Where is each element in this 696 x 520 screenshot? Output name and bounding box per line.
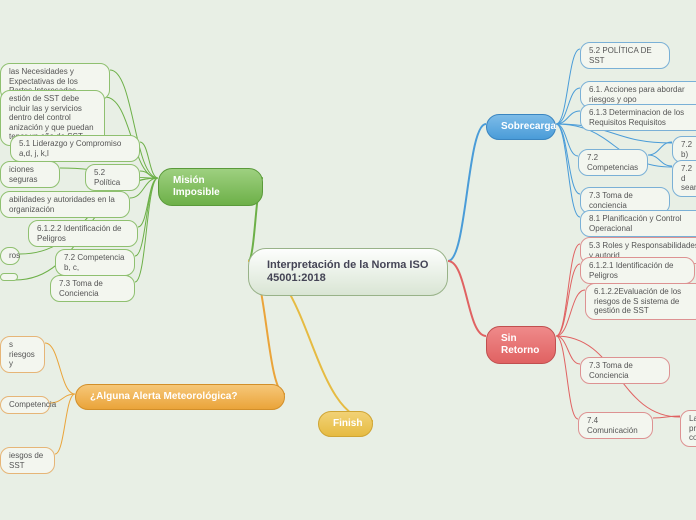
leaf-s6: 8.1 Planificación y Control Operacional xyxy=(580,210,696,237)
leaf-a2: Competencia xyxy=(0,396,50,414)
branch-finish[interactable]: Finish xyxy=(318,411,373,437)
leaf-s3: 6.1.3 Determinacion de los Requisitos Re… xyxy=(580,104,696,131)
root-node[interactable]: Interpretación de la Norma ISO 45001:201… xyxy=(248,248,448,296)
leaf-a3: iesgos de SST xyxy=(0,447,55,474)
leaf-r5b: La pro cor xyxy=(680,410,696,447)
leaf-a1: s riesgos y xyxy=(0,336,45,373)
leaf-s1: 5.2 POLÍTICA DE SST xyxy=(580,42,670,69)
branch-sobrecarga[interactable]: Sobrecarga xyxy=(486,114,556,140)
branch-sinretorno[interactable]: Sin Retorno xyxy=(486,326,556,364)
leaf-m6: 6.1.2.2 Identificación de Peligros xyxy=(28,220,138,247)
leaf-s4b: 7.2 d sean xyxy=(672,160,696,197)
leaf-m4b: 5.2 Política xyxy=(85,164,140,191)
leaf-m5: abilidades y autoridades en la organizac… xyxy=(0,191,130,218)
leaf-r5: 7.4 Comunicación xyxy=(578,412,653,439)
leaf-m7b: 7.2 Competencia b, c, xyxy=(55,249,135,276)
leaf-r4: 7.3 Toma de Conciencia xyxy=(580,357,670,384)
leaf-s4: 7.2 Competencias xyxy=(578,149,648,176)
leaf-m8 xyxy=(0,273,18,281)
leaf-m4: iciones seguras xyxy=(0,161,60,188)
branch-mision[interactable]: Misión Imposible xyxy=(158,168,263,206)
leaf-r2: 6.1.2.1 Identificación de Peligros xyxy=(580,257,695,284)
leaf-m7: ros xyxy=(0,247,20,265)
leaf-r3: 6.1.2.2Evaluación de los riesgos de S si… xyxy=(585,283,696,320)
branch-alerta[interactable]: ¿Alguna Alerta Meteorológica? xyxy=(75,384,285,410)
leaf-m8b: 7.3 Toma de Conciencia xyxy=(50,275,135,302)
leaf-m3: 5.1 Liderazgo y Compromiso a,d, j, k,l xyxy=(10,135,140,162)
